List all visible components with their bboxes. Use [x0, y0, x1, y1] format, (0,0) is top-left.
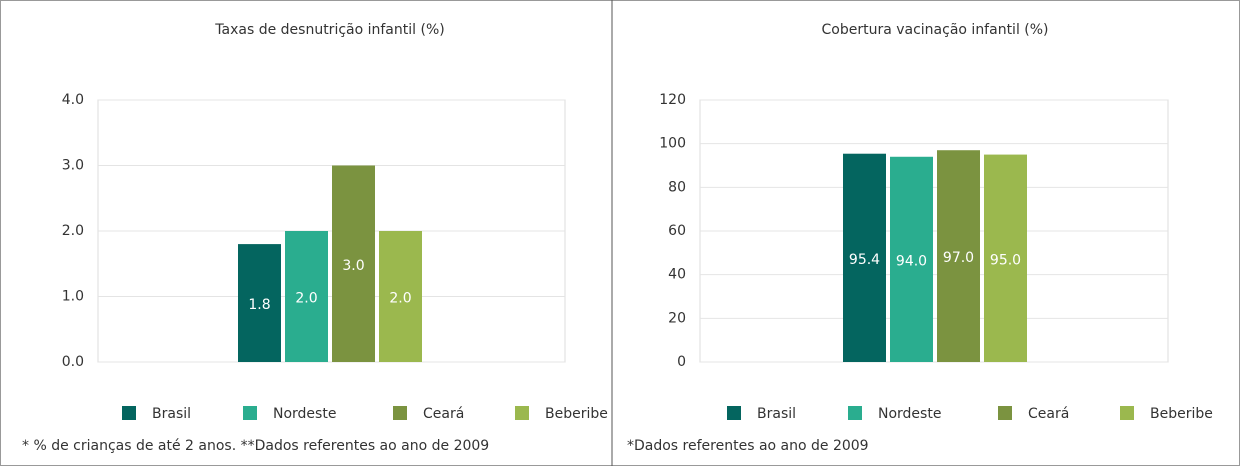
legend-label: Brasil [757, 406, 796, 422]
legend-label: Ceará [1028, 406, 1069, 422]
data-label: 3.0 [342, 258, 364, 274]
legend-swatch [727, 406, 741, 420]
data-label: 95.4 [849, 252, 880, 268]
legend-swatch [515, 406, 529, 420]
legend-swatch [848, 406, 862, 420]
y-tick-label: 120 [659, 92, 686, 108]
chart-panel: Cobertura vacinação infantil (%) 0 20 40 60 8… [627, 22, 1213, 454]
y-tick-label: 0 [677, 354, 686, 370]
chart-title: Taxas de desnutrição infantil (%) [214, 22, 444, 38]
data-label: 95.0 [990, 252, 1021, 268]
footnote: * % de crianças de até 2 anos. **Dados r… [22, 438, 489, 454]
data-label: 97.0 [943, 250, 974, 266]
bar [984, 154, 1027, 362]
data-label: 1.8 [248, 297, 270, 313]
data-label: 94.0 [896, 253, 927, 269]
data-label: 2.0 [389, 291, 411, 307]
y-tick-label: 4.0 [62, 92, 84, 108]
legend-label: Ceará [423, 406, 464, 422]
y-tick-label: 20 [668, 310, 686, 326]
y-tick-label: 40 [668, 267, 686, 283]
y-tick-label: 80 [668, 179, 686, 195]
bar [285, 231, 328, 362]
bar [937, 150, 980, 362]
y-tick-label: 1.0 [62, 289, 84, 305]
y-tick-label: 3.0 [62, 158, 84, 174]
y-tick-label: 60 [668, 223, 686, 239]
legend-label: Nordeste [878, 406, 941, 422]
legend-swatch [122, 406, 136, 420]
legend-swatch [998, 406, 1012, 420]
legend-label: Nordeste [273, 406, 336, 422]
bar [890, 156, 933, 362]
legend-swatch [1120, 406, 1134, 420]
chart-title: Cobertura vacinação infantil (%) [821, 22, 1048, 38]
bar [379, 231, 422, 362]
bar [843, 153, 886, 362]
bar [332, 165, 375, 362]
y-tick-label: 0.0 [62, 354, 84, 370]
legend-swatch [243, 406, 257, 420]
y-tick-label: 2.0 [62, 223, 84, 239]
bar [238, 244, 281, 362]
chart-panel: Taxas de desnutrição infantil (%) 0.0 1.0 2… [22, 22, 608, 454]
legend-label: Beberibe [545, 406, 608, 422]
y-tick-label: 100 [659, 136, 686, 152]
data-label: 2.0 [295, 291, 317, 307]
legend-label: Brasil [152, 406, 191, 422]
legend-label: Beberibe [1150, 406, 1213, 422]
legend-swatch [393, 406, 407, 420]
footnote: *Dados referentes ao ano de 2009 [627, 438, 869, 454]
